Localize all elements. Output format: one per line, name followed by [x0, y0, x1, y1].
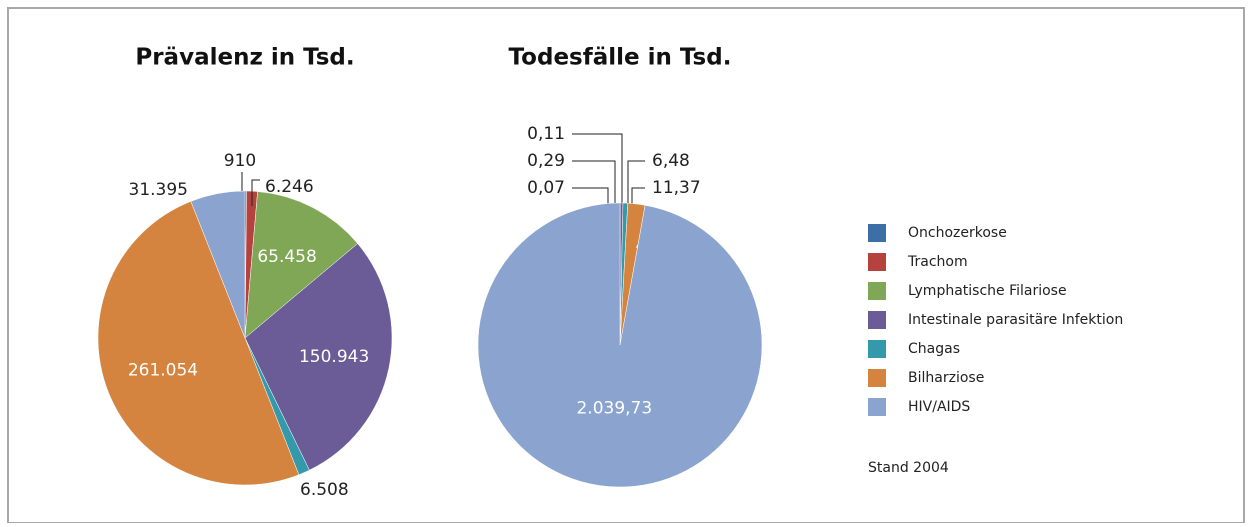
data-label: 65.458 [257, 247, 316, 267]
legend-swatch [868, 253, 886, 271]
legend-label: Chagas [908, 341, 960, 357]
data-label: 0,11 [527, 124, 565, 144]
pie-slice [478, 203, 762, 487]
data-label: 6,48 [652, 151, 690, 171]
data-label: 150.943 [299, 347, 369, 367]
legend-swatch [868, 224, 886, 242]
chart-title: Todesfälle in Tsd. [509, 45, 732, 71]
data-label: 0,29 [527, 151, 565, 171]
legend-label: Intestinale parasitäre Infektion [908, 312, 1123, 328]
note: Stand 2004 [868, 460, 949, 476]
data-label: 31.395 [129, 180, 188, 200]
legend-swatch [868, 340, 886, 358]
legend-label: Lymphatische Filariose [908, 283, 1067, 299]
data-label: 910 [224, 151, 256, 171]
data-label: 0,07 [527, 178, 565, 198]
legend-label: Onchozerkose [908, 225, 1007, 241]
legend-swatch [868, 369, 886, 387]
data-label: 2.039,73 [576, 399, 652, 419]
legend-swatch [868, 398, 886, 416]
legend-label: Trachom [907, 254, 968, 270]
legend-label: Bilharziose [908, 370, 984, 386]
legend-swatch [868, 311, 886, 329]
legend-label: HIV/AIDS [908, 399, 970, 415]
legend-swatch [868, 282, 886, 300]
data-label: 261.054 [128, 360, 198, 380]
data-label: 11,37 [652, 178, 701, 198]
chart-title: Prävalenz in Tsd. [135, 45, 354, 71]
data-label: 6.508 [300, 480, 349, 500]
